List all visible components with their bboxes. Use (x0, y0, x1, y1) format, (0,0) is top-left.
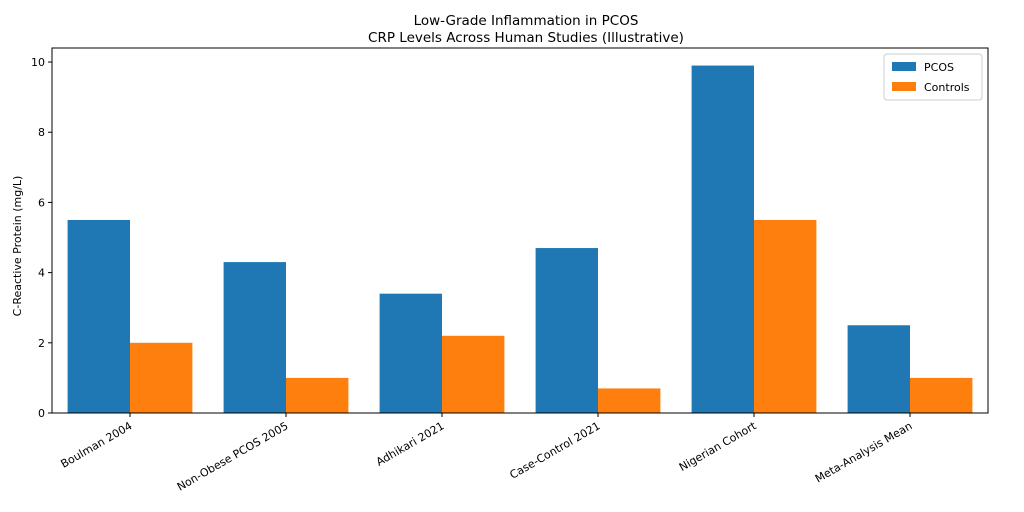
bar-pcos-4 (691, 65, 754, 414)
bar-pcos-5 (847, 325, 910, 413)
x-tick-label: Non-Obese PCOS 2005 (175, 419, 291, 493)
y-tick-label: 4 (38, 267, 45, 280)
legend-swatch-controls (892, 82, 916, 91)
legend-swatch-pcos (892, 62, 916, 71)
x-tick-label: Case-Control 2021 (508, 419, 603, 481)
y-tick-label: 10 (31, 56, 45, 69)
bar-controls-2 (442, 335, 505, 413)
chart-title: Low-Grade Inflammation in PCOS (414, 13, 639, 29)
chart-subtitle: CRP Levels Across Human Studies (Illustr… (368, 30, 684, 46)
x-tick-label: Adhikari 2021 (374, 419, 447, 468)
legend-label-pcos: PCOS (924, 61, 954, 74)
axes-frame (51, 47, 989, 414)
bar-pcos-0 (67, 219, 130, 413)
y-axis-label: C-Reactive Protein (mg/L) (11, 176, 24, 317)
x-tick-label: Meta-Analysis Mean (813, 419, 915, 485)
bar-controls-5 (910, 377, 973, 413)
y-tick-label: 2 (38, 337, 45, 350)
y-tick-label: 6 (38, 196, 45, 209)
bar-pcos-1 (223, 262, 286, 413)
legend-label-controls: Controls (924, 81, 970, 94)
plot-area: 0 2 4 6 8 10 Boulman 2004 Non-Obese PCOS 2005 Ad… (31, 47, 989, 494)
bar-pcos-2 (379, 293, 442, 413)
x-tick-label: Boulman 2004 (59, 419, 135, 470)
y-tick-label: 0 (38, 407, 45, 420)
bar-pcos-3 (535, 248, 598, 413)
x-tick-label: Nigerian Cohort (677, 419, 759, 474)
bar-controls-1 (286, 377, 349, 413)
bar-controls-0 (130, 342, 193, 413)
legend: PCOS Controls (883, 53, 983, 101)
bar-controls-4 (754, 219, 817, 413)
y-tick-label: 8 (38, 126, 45, 139)
bar-controls-3 (598, 388, 661, 413)
